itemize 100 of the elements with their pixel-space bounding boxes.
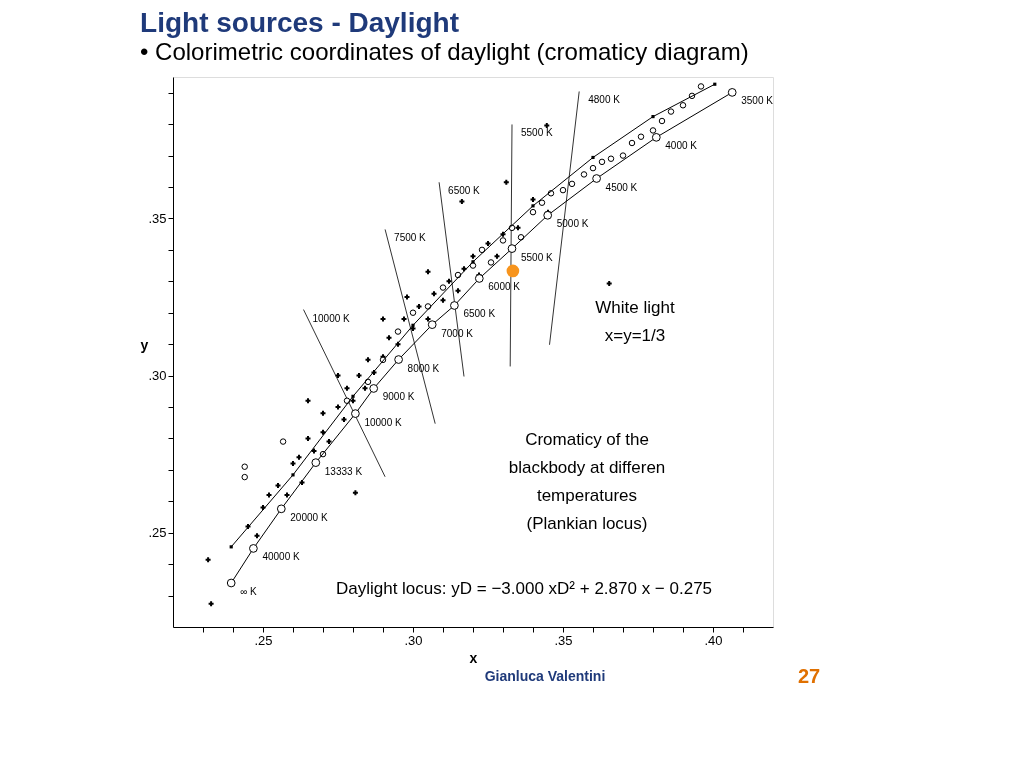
point bbox=[416, 303, 422, 309]
point bbox=[474, 274, 484, 283]
point bbox=[351, 394, 355, 398]
point bbox=[364, 378, 372, 386]
point bbox=[226, 578, 236, 588]
annotation: 6500 K bbox=[463, 308, 496, 320]
point bbox=[515, 225, 521, 231]
point bbox=[291, 473, 295, 477]
point bbox=[320, 410, 326, 416]
point bbox=[290, 461, 296, 467]
annotation: 5500 K bbox=[521, 251, 554, 263]
point bbox=[279, 438, 287, 445]
point bbox=[607, 155, 615, 162]
point bbox=[365, 357, 371, 363]
annotation: 9000 K bbox=[382, 391, 415, 403]
x-tick-label: .35 bbox=[554, 632, 573, 648]
point bbox=[637, 133, 645, 140]
point bbox=[507, 244, 517, 253]
point bbox=[651, 132, 661, 142]
point bbox=[326, 439, 332, 445]
point bbox=[499, 237, 507, 244]
point bbox=[454, 271, 462, 279]
annotation: 13333 K bbox=[324, 465, 363, 477]
annotation: ∞ K bbox=[240, 586, 258, 597]
point bbox=[439, 284, 447, 291]
point bbox=[697, 83, 705, 90]
point bbox=[506, 264, 520, 278]
point bbox=[296, 454, 302, 460]
y-tick-label: .30 bbox=[148, 368, 167, 384]
point bbox=[580, 171, 588, 178]
point bbox=[446, 278, 452, 284]
point bbox=[529, 208, 537, 216]
point bbox=[335, 404, 341, 410]
point bbox=[568, 180, 576, 188]
point bbox=[651, 115, 655, 119]
point bbox=[538, 199, 546, 206]
x-tick-label: .30 bbox=[404, 632, 423, 648]
text: Gianluca Valentini bbox=[484, 667, 606, 684]
annotation: 10000 K bbox=[364, 416, 402, 428]
point bbox=[543, 210, 553, 220]
annotation: 6500 K bbox=[448, 185, 481, 197]
point bbox=[713, 82, 717, 86]
point bbox=[241, 473, 248, 481]
point bbox=[311, 448, 317, 454]
chart-subtitle: • Colorimetric coordinates of daylight (cromaticy diagram) bbox=[140, 38, 749, 65]
annotation: Cromaticy of the blackbody at differen temperatures (Plankian locus) bbox=[508, 430, 666, 533]
point bbox=[598, 158, 606, 166]
point bbox=[208, 601, 214, 607]
point bbox=[517, 234, 525, 241]
annotation: 8000 K bbox=[407, 362, 440, 374]
point bbox=[589, 164, 597, 172]
point bbox=[205, 557, 211, 563]
point bbox=[394, 328, 402, 335]
point bbox=[335, 373, 341, 379]
point bbox=[592, 174, 601, 183]
point bbox=[606, 280, 612, 286]
point bbox=[249, 544, 258, 553]
point bbox=[531, 204, 535, 208]
x-tick-label: .40 bbox=[704, 632, 723, 648]
point bbox=[343, 397, 351, 404]
chart-title: Light sources - Daylight bbox=[140, 7, 459, 38]
y-tick-label: .35 bbox=[148, 210, 167, 226]
point bbox=[401, 316, 407, 322]
point bbox=[411, 323, 415, 327]
point bbox=[470, 253, 476, 259]
point bbox=[667, 108, 675, 115]
point bbox=[425, 316, 431, 322]
point bbox=[544, 122, 550, 128]
annotation: 3500 K bbox=[741, 95, 774, 107]
annotation: 40000 K bbox=[262, 551, 300, 563]
point bbox=[469, 262, 477, 269]
annotation: 20000 K bbox=[290, 511, 328, 523]
point bbox=[485, 241, 491, 247]
point bbox=[254, 533, 260, 539]
point bbox=[478, 246, 486, 254]
point bbox=[350, 398, 356, 404]
y-axis-title: y bbox=[140, 336, 149, 353]
point bbox=[229, 545, 233, 549]
point bbox=[305, 398, 311, 404]
point bbox=[394, 355, 403, 364]
point bbox=[380, 316, 386, 322]
x-tick-label: .25 bbox=[254, 632, 273, 648]
point bbox=[503, 179, 509, 185]
point bbox=[344, 385, 350, 391]
point bbox=[591, 155, 595, 160]
point bbox=[275, 483, 281, 489]
point bbox=[241, 463, 248, 470]
point bbox=[386, 335, 392, 341]
point bbox=[266, 492, 272, 498]
point bbox=[356, 373, 362, 379]
annotation: 5500 K bbox=[521, 127, 554, 139]
point bbox=[424, 303, 432, 310]
text: 27 bbox=[797, 664, 821, 687]
annotation: White light x=y=1/3 bbox=[595, 298, 675, 345]
point bbox=[427, 320, 437, 330]
point bbox=[559, 186, 567, 194]
point bbox=[658, 117, 666, 125]
point bbox=[409, 309, 417, 316]
annotation: 4800 K bbox=[588, 94, 621, 106]
annotation: 4500 K bbox=[605, 181, 638, 193]
